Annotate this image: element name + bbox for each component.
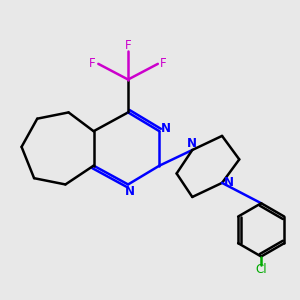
Text: N: N [161,122,171,135]
Text: N: N [224,176,234,189]
Text: F: F [125,39,131,52]
Text: Cl: Cl [255,263,267,276]
Text: N: N [124,185,135,198]
Text: F: F [160,57,167,70]
Text: F: F [89,57,96,70]
Text: N: N [187,136,197,150]
